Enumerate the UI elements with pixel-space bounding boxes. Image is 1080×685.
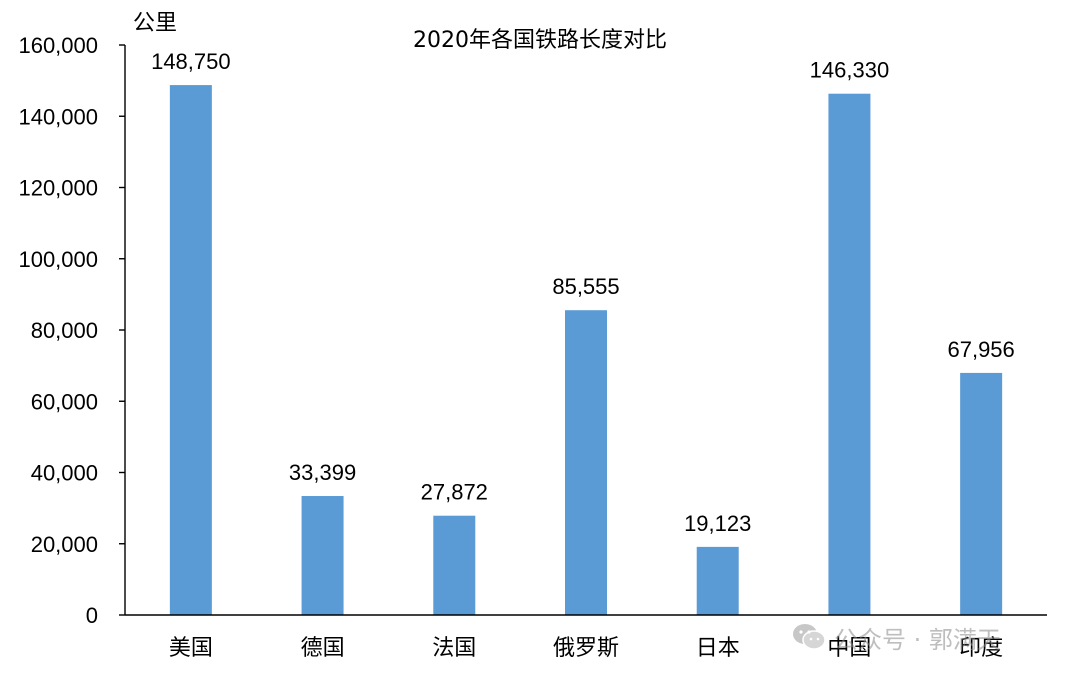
bar xyxy=(696,546,739,615)
y-axis-unit-label: 公里 xyxy=(133,11,177,36)
bar xyxy=(433,515,476,615)
y-axis-ticks: 0 20,000 40,000 60,000 80,000 100,000 120,000 1… xyxy=(18,33,125,628)
y-tick-label: 60,000 xyxy=(31,389,98,414)
y-tick-label: 80,000 xyxy=(31,318,98,343)
x-tick-label: 日本 xyxy=(696,636,740,661)
wechat-icon xyxy=(793,624,826,650)
y-tick-label: 20,000 xyxy=(31,532,98,557)
bar xyxy=(169,85,212,615)
bar-value-label: 33,399 xyxy=(289,460,356,485)
watermark-text: 公众号 · 郭满天 xyxy=(834,625,1001,654)
y-tick-label: 120,000 xyxy=(18,176,98,201)
x-tick-label: 美国 xyxy=(169,636,213,661)
x-tick-label: 德国 xyxy=(301,636,345,661)
y-tick-label: 0 xyxy=(86,603,98,628)
x-tick-label: 中国 xyxy=(827,636,871,661)
x-axis-labels: 美国 德国 法国 俄罗斯 日本 中国 印度 xyxy=(169,636,1003,661)
bar-value-label: 146,330 xyxy=(810,58,890,83)
chart-title: 2020年各国铁路长度对比 xyxy=(413,28,667,53)
bar xyxy=(828,93,871,616)
bar-value-label: 148,750 xyxy=(151,49,231,74)
bar xyxy=(565,310,607,615)
x-tick-label: 俄罗斯 xyxy=(553,636,619,661)
bar-value-label: 67,956 xyxy=(947,337,1014,362)
y-tick-label: 40,000 xyxy=(31,461,98,486)
value-labels: 148,750 33,399 27,872 85,555 19,123 146,330 67… xyxy=(151,49,1015,536)
bar xyxy=(301,496,344,615)
watermark: 公众号 · 郭满天 xyxy=(792,620,1001,654)
bar-value-label: 85,555 xyxy=(552,274,619,299)
x-tick-label: 法国 xyxy=(432,636,476,661)
bar-value-label: 19,123 xyxy=(684,511,751,536)
y-tick-label: 100,000 xyxy=(18,247,98,272)
y-tick-label: 160,000 xyxy=(18,33,98,58)
bar xyxy=(960,372,1003,615)
y-tick-label: 140,000 xyxy=(18,104,98,129)
bar-value-label: 27,872 xyxy=(421,480,488,505)
bars xyxy=(169,85,1003,616)
x-tick-label: 印度 xyxy=(959,636,1003,661)
